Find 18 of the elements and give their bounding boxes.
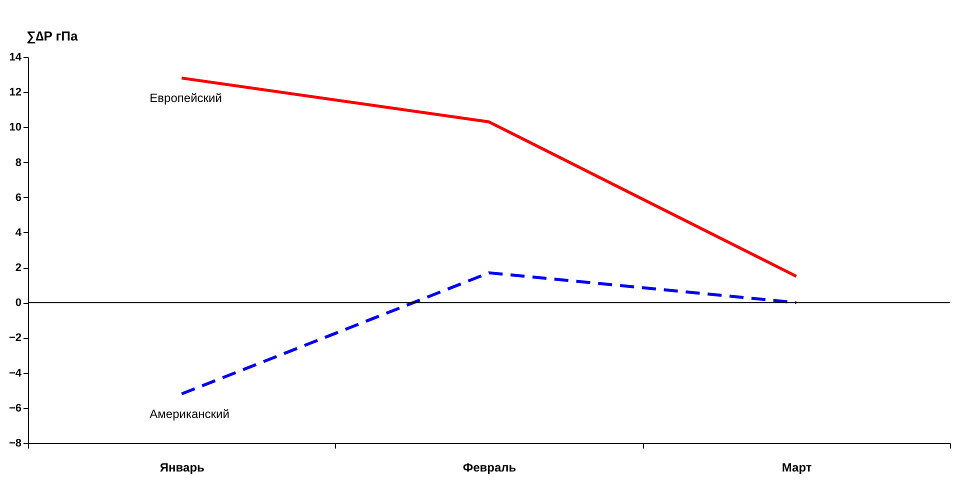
x-tick-label: Февраль: [462, 460, 516, 474]
x-tick-label: Январь: [160, 460, 204, 474]
y-tick-label: −6: [8, 402, 22, 414]
series-label: Американский: [150, 406, 230, 421]
y-tick-label: 14: [9, 52, 22, 64]
y-tick-label: 10: [9, 122, 22, 134]
y-axis-title: ∑∆P гПа: [26, 28, 79, 44]
y-tick-label: −4: [8, 367, 22, 380]
y-tick-label: 0: [15, 297, 22, 310]
y-tick-label: 12: [9, 86, 22, 99]
x-tick-label: Март: [782, 460, 812, 474]
y-tick-label: 4: [15, 226, 22, 239]
y-tick-label: −2: [8, 332, 22, 344]
y-tick-label: −8: [8, 438, 22, 450]
series-label: Европейский: [150, 91, 222, 106]
y-tick-label: 6: [15, 192, 22, 204]
y-tick-label: 8: [15, 156, 22, 169]
y-tick-label: 2: [15, 262, 22, 274]
